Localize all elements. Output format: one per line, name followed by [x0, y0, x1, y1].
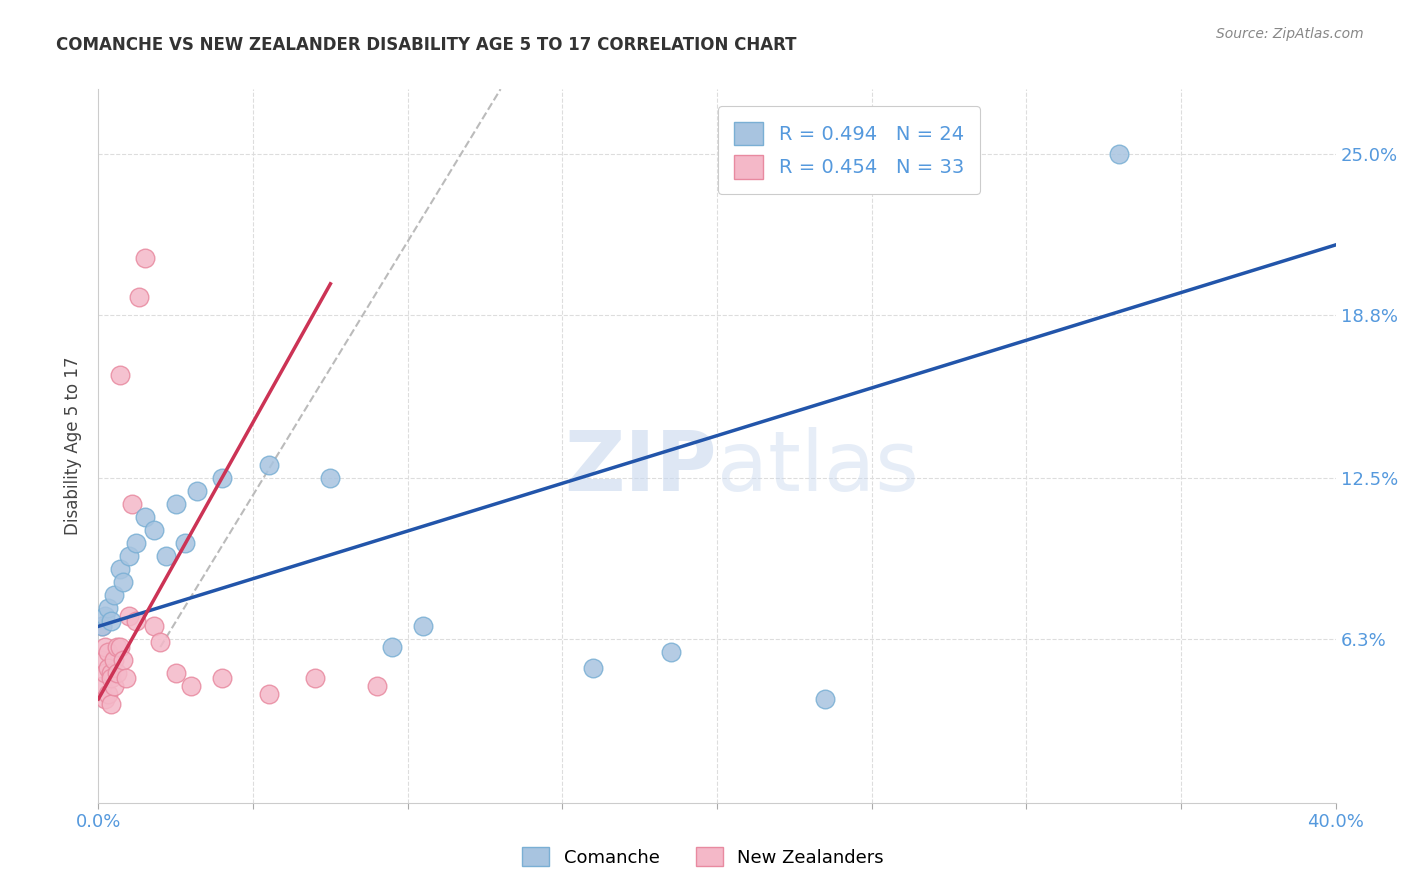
- Point: [108, 640, 131, 654]
- Point: [115, 671, 138, 685]
- Point: [134, 510, 156, 524]
- Point: [319, 471, 342, 485]
- Point: [257, 458, 280, 473]
- Point: [93, 640, 115, 654]
- Point: [108, 562, 131, 576]
- Point: [155, 549, 177, 564]
- Point: [814, 692, 837, 706]
- Point: [112, 653, 135, 667]
- Point: [100, 697, 122, 711]
- Point: [118, 609, 141, 624]
- Point: [165, 666, 187, 681]
- Point: [134, 251, 156, 265]
- Text: ZIP: ZIP: [565, 427, 717, 508]
- Point: [124, 536, 146, 550]
- Point: [124, 614, 146, 628]
- Point: [100, 614, 122, 628]
- Legend: R = 0.494   N = 24, R = 0.454   N = 33: R = 0.494 N = 24, R = 0.454 N = 33: [718, 106, 980, 194]
- Legend: Comanche, New Zealanders: Comanche, New Zealanders: [515, 840, 891, 874]
- Point: [143, 619, 166, 633]
- Point: [97, 661, 120, 675]
- Point: [211, 471, 233, 485]
- Point: [412, 619, 434, 633]
- Text: Source: ZipAtlas.com: Source: ZipAtlas.com: [1216, 27, 1364, 41]
- Point: [103, 679, 125, 693]
- Point: [211, 671, 233, 685]
- Point: [118, 549, 141, 564]
- Point: [100, 666, 122, 681]
- Y-axis label: Disability Age 5 to 17: Disability Age 5 to 17: [65, 357, 83, 535]
- Point: [366, 679, 388, 693]
- Point: [582, 661, 605, 675]
- Point: [108, 368, 131, 382]
- Point: [97, 687, 120, 701]
- Point: [143, 524, 166, 538]
- Point: [165, 497, 187, 511]
- Point: [112, 575, 135, 590]
- Point: [304, 671, 326, 685]
- Point: [1108, 147, 1130, 161]
- Point: [97, 601, 120, 615]
- Point: [103, 588, 125, 602]
- Point: [90, 619, 112, 633]
- Point: [103, 653, 125, 667]
- Point: [105, 666, 128, 681]
- Point: [90, 619, 112, 633]
- Point: [257, 687, 280, 701]
- Point: [128, 290, 150, 304]
- Point: [180, 679, 202, 693]
- Point: [93, 609, 115, 624]
- Point: [149, 635, 172, 649]
- Point: [105, 640, 128, 654]
- Text: atlas: atlas: [717, 427, 918, 508]
- Point: [186, 484, 208, 499]
- Point: [90, 653, 112, 667]
- Point: [659, 645, 682, 659]
- Text: COMANCHE VS NEW ZEALANDER DISABILITY AGE 5 TO 17 CORRELATION CHART: COMANCHE VS NEW ZEALANDER DISABILITY AGE…: [56, 36, 797, 54]
- Point: [93, 692, 115, 706]
- Point: [174, 536, 197, 550]
- Point: [90, 679, 112, 693]
- Point: [381, 640, 404, 654]
- Point: [100, 671, 122, 685]
- Point: [93, 666, 115, 681]
- Point: [121, 497, 143, 511]
- Point: [97, 645, 120, 659]
